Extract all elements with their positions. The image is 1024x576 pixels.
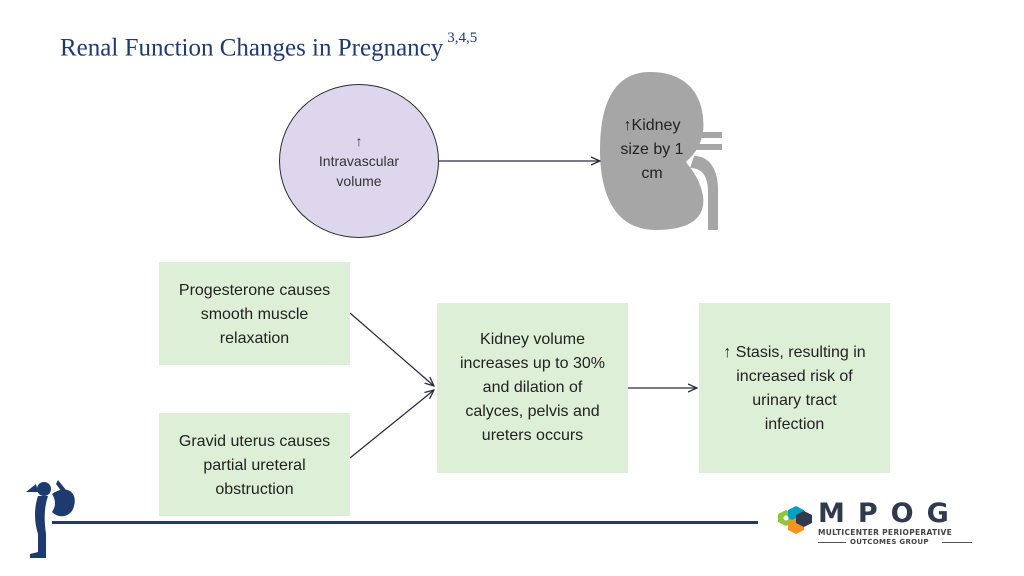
kidney-line-2: size by 1 — [620, 141, 684, 158]
arrow-progesterone-to-kidney-volume — [349, 312, 434, 386]
box-line: ↑ Stasis, resulting in — [723, 344, 866, 361]
title-references: 3,4,5 — [447, 30, 478, 46]
mpog-rule-left — [818, 542, 846, 543]
box-line: obstruction — [215, 481, 294, 498]
mpog-rule-right — [942, 542, 972, 543]
mpog-subtitle-1: MULTICENTER PERIOPERATIVE — [818, 528, 953, 537]
kidney-line-1: ↑Kidney — [623, 117, 681, 134]
circle-line-1: Intravascular — [318, 153, 400, 169]
circle-line-2: volume — [336, 173, 382, 189]
box-line: Gravid uterus causes — [178, 433, 331, 450]
box-line: calyces, pelvis and — [465, 403, 600, 420]
kidney-volume-box: Kidney volume increases up to 30% and di… — [437, 303, 628, 473]
stasis-box: ↑ Stasis, resulting in increased risk of… — [699, 303, 890, 473]
box-line: Progesterone causes — [178, 282, 331, 299]
arrow-gravid-to-kidney-volume — [349, 390, 434, 459]
mpog-wordmark: MPOG — [818, 498, 962, 529]
title-text: Renal Function Changes in Pregnancy — [60, 34, 444, 62]
mpog-hexagon-icon — [778, 506, 812, 534]
stork-logo-icon — [26, 480, 75, 558]
box-line: increased risk of — [736, 368, 853, 385]
page-title: Renal Function Changes in Pregnancy 3,4,5 — [60, 30, 477, 62]
up-arrow-glyph: ↑ — [355, 133, 363, 149]
kidney-line-3: cm — [641, 165, 663, 182]
intravascular-volume-node: ↑ Intravascular volume — [279, 84, 439, 238]
box-line: infection — [764, 416, 825, 433]
footer-rule — [52, 521, 758, 524]
box-line: urinary tract — [752, 392, 837, 409]
box-line: smooth muscle — [200, 306, 309, 323]
box-line: relaxation — [219, 330, 290, 347]
mpog-logo: MPOG MULTICENTER PERIOPERATIVE OUTCOMES … — [766, 498, 976, 548]
box-line: ureters occurs — [481, 427, 584, 444]
box-line: Kidney volume — [480, 331, 585, 348]
progesterone-box: Progesterone causes smooth muscle relaxa… — [159, 262, 350, 365]
box-line: and dilation of — [482, 379, 583, 396]
box-line: partial ureteral — [203, 457, 306, 474]
gravid-uterus-box: Gravid uterus causes partial ureteral ob… — [159, 413, 350, 516]
kidney-size-label: ↑Kidney size by 1 cm — [606, 114, 698, 186]
box-line: increases up to 30% — [460, 355, 605, 372]
mpog-subtitle-2: OUTCOMES GROUP — [850, 538, 929, 546]
kidney-icon — [600, 72, 722, 230]
